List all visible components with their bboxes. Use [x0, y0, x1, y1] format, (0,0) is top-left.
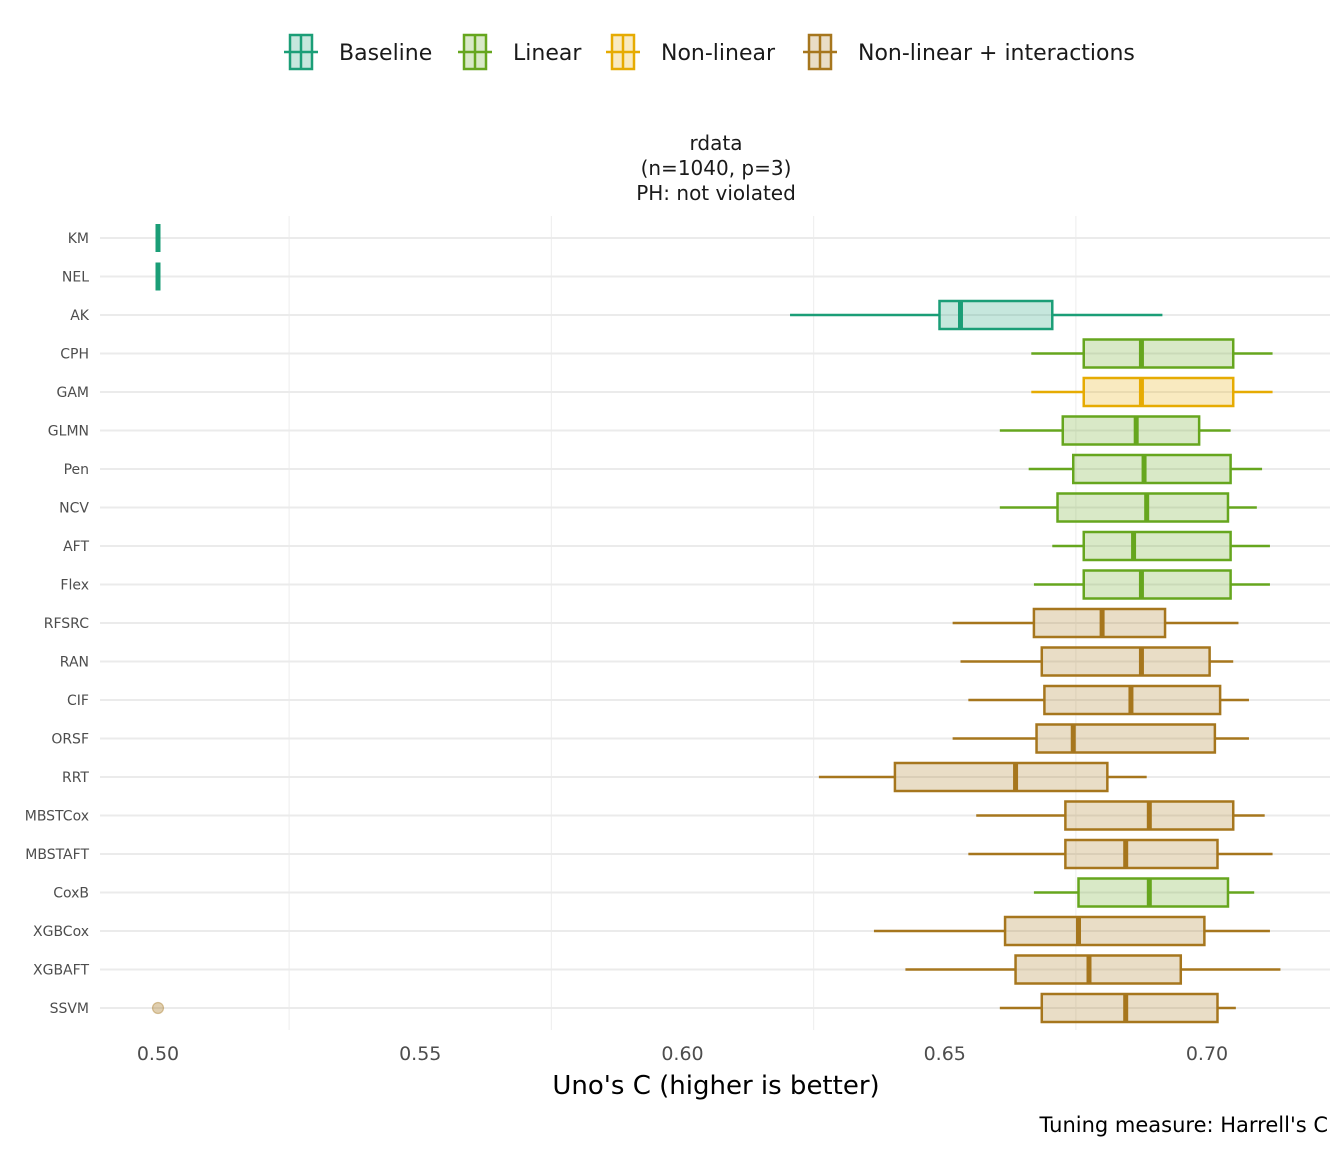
y-tick-km: KM — [68, 231, 89, 247]
box-pen — [1028, 453, 1263, 485]
box-iqr — [1061, 415, 1201, 446]
box-iqr — [1082, 376, 1235, 408]
box-flex — [1033, 569, 1270, 600]
box-iqr — [1003, 915, 1206, 947]
box-iqr — [1040, 992, 1219, 1024]
y-tick-mbstaft: MBSTAFT — [25, 847, 89, 863]
boxplots — [151, 224, 1281, 1024]
box-rfsrc — [952, 607, 1239, 639]
box-iqr — [1082, 530, 1232, 562]
box-xgbaft — [905, 954, 1281, 985]
legend-key — [458, 33, 492, 71]
outlier-point — [151, 1001, 165, 1015]
legend-item-baseline: Baseline — [284, 33, 432, 71]
x-tick-label: 0.50 — [137, 1043, 179, 1065]
x-tick-label: 0.65 — [924, 1043, 966, 1065]
box-aft — [1052, 530, 1270, 562]
y-tick-cif: CIF — [67, 693, 89, 709]
box-iqr — [1056, 492, 1230, 523]
legend-label: Baseline — [339, 41, 432, 66]
y-tick-rrt: RRT — [62, 770, 89, 786]
legend-key — [803, 33, 837, 71]
box-iqr — [893, 761, 1109, 793]
y-tick-xgbaft: XGBAFT — [33, 963, 89, 979]
box-iqr — [938, 299, 1054, 331]
box-xgbcox — [873, 915, 1270, 947]
box-iqr — [1040, 646, 1211, 677]
box-iqr — [1072, 453, 1232, 485]
box-mbstcox — [976, 800, 1265, 831]
box-iqr — [1077, 877, 1230, 908]
chart-title-dimensions: (n=1040, p=3) — [641, 156, 792, 180]
box-orsf — [952, 723, 1249, 754]
legend-key — [284, 33, 318, 71]
box-ak — [790, 299, 1163, 331]
y-tick-pen: Pen — [64, 462, 89, 478]
y-tick-ncv: NCV — [59, 501, 89, 517]
box-iqr — [1032, 607, 1167, 639]
caption: Tuning measure: Harrell's C — [1039, 1113, 1328, 1137]
chart-title-ph: PH: not violated — [636, 181, 796, 205]
y-tick-coxb: CoxB — [53, 886, 89, 902]
y-tick-ssvm: SSVM — [50, 1001, 89, 1017]
legend-key — [606, 33, 640, 71]
chart-title-dataset: rdata — [690, 131, 743, 155]
y-tick-xgbcox: XGBCox — [33, 924, 89, 940]
legend-label: Linear — [513, 41, 582, 66]
box-cif — [968, 684, 1249, 716]
box-rrt — [818, 761, 1147, 793]
legend-label: Non-linear + interactions — [858, 41, 1135, 66]
box-iqr — [1082, 338, 1235, 369]
box-iqr — [1014, 954, 1183, 985]
y-tick-glmn: GLMN — [48, 424, 89, 440]
x-tick-label: 0.60 — [661, 1043, 703, 1065]
y-axis-tick-labels: KM NEL AK CPH GAM GLMN Pen NCV AFT Flex RFSRC RAN CI… — [25, 231, 90, 1017]
legend: Baseline Linear Non-linear Non-linear + int… — [284, 33, 1135, 71]
box-ncv — [999, 492, 1257, 523]
y-tick-aft: AFT — [63, 539, 89, 555]
x-tick-label: 0.55 — [399, 1043, 441, 1065]
y-tick-cph: CPH — [60, 347, 89, 363]
y-tick-ak: AK — [70, 308, 90, 324]
legend-item-non-linear: Non-linear — [606, 33, 776, 71]
box-iqr — [1035, 723, 1217, 754]
y-tick-nel: NEL — [62, 270, 89, 286]
box-iqr — [1082, 569, 1232, 600]
legend-label: Non-linear — [661, 41, 776, 66]
box-ran — [960, 646, 1234, 677]
y-tick-rfsrc: RFSRC — [44, 616, 89, 632]
x-axis-title: Uno's C (higher is better) — [552, 1071, 879, 1101]
box-mbstaft — [968, 838, 1273, 870]
box-coxb — [1033, 877, 1255, 908]
legend-item-non-linear-interactions: Non-linear + interactions — [803, 33, 1135, 71]
box-cph — [1031, 338, 1273, 369]
box-iqr — [1064, 838, 1219, 870]
box-glmn — [999, 415, 1231, 446]
y-tick-gam: GAM — [56, 385, 89, 401]
box-ssvm — [151, 992, 1236, 1024]
x-axis-tick-labels: 0.50 0.55 0.60 0.65 0.70 — [137, 1043, 1228, 1065]
y-tick-orsf: ORSF — [51, 732, 89, 748]
x-tick-label: 0.70 — [1186, 1043, 1228, 1065]
box-gam — [1031, 376, 1273, 408]
y-tick-flex: Flex — [60, 578, 89, 594]
y-tick-mbstcox: MBSTCox — [25, 809, 89, 825]
y-tick-ran: RAN — [60, 655, 89, 671]
legend-item-linear: Linear — [458, 33, 582, 71]
